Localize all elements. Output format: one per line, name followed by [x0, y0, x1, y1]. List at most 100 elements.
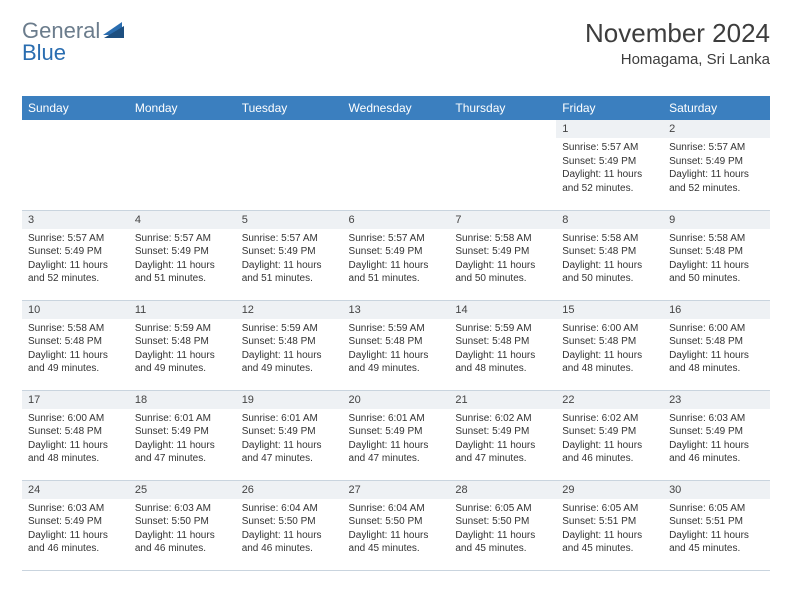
logo-text-blue: Blue [22, 40, 66, 66]
daylight-line: Daylight: 11 hours and 50 minutes. [669, 260, 749, 285]
daylight-line: Daylight: 11 hours and 45 minutes. [455, 530, 535, 555]
sunset-line: Sunset: 5:49 PM [455, 426, 529, 437]
calendar-cell: 8Sunrise: 5:58 AMSunset: 5:48 PMDaylight… [556, 210, 663, 300]
day-number: 29 [556, 481, 663, 499]
day-details: Sunrise: 6:03 AMSunset: 5:50 PMDaylight:… [129, 499, 236, 560]
day-number: 22 [556, 391, 663, 409]
sunset-line: Sunset: 5:49 PM [562, 426, 636, 437]
daylight-line: Daylight: 11 hours and 45 minutes. [349, 530, 429, 555]
calendar-cell: 4Sunrise: 5:57 AMSunset: 5:49 PMDaylight… [129, 210, 236, 300]
calendar-cell: 21Sunrise: 6:02 AMSunset: 5:49 PMDayligh… [449, 390, 556, 480]
day-number: 12 [236, 301, 343, 319]
day-details: Sunrise: 6:05 AMSunset: 5:51 PMDaylight:… [556, 499, 663, 560]
weekday-header: Friday [556, 96, 663, 120]
day-number: 23 [663, 391, 770, 409]
weekday-header: Saturday [663, 96, 770, 120]
location-subtitle: Homagama, Sri Lanka [585, 51, 770, 68]
sunrise-line: Sunrise: 5:57 AM [669, 142, 745, 153]
sunrise-line: Sunrise: 5:59 AM [349, 323, 425, 334]
day-number: 17 [22, 391, 129, 409]
sunset-line: Sunset: 5:49 PM [669, 426, 743, 437]
sunrise-line: Sunrise: 5:58 AM [669, 233, 745, 244]
day-details: Sunrise: 6:04 AMSunset: 5:50 PMDaylight:… [236, 499, 343, 560]
sunset-line: Sunset: 5:49 PM [242, 426, 316, 437]
sunrise-line: Sunrise: 6:05 AM [669, 503, 745, 514]
sunrise-line: Sunrise: 6:00 AM [562, 323, 638, 334]
calendar-cell: 5Sunrise: 5:57 AMSunset: 5:49 PMDaylight… [236, 210, 343, 300]
calendar-table: SundayMondayTuesdayWednesdayThursdayFrid… [22, 96, 770, 571]
day-number: 6 [343, 211, 450, 229]
day-number: 8 [556, 211, 663, 229]
day-details: Sunrise: 6:02 AMSunset: 5:49 PMDaylight:… [449, 409, 556, 470]
calendar-cell: 6Sunrise: 5:57 AMSunset: 5:49 PMDaylight… [343, 210, 450, 300]
day-number: 11 [129, 301, 236, 319]
calendar-cell: 11Sunrise: 5:59 AMSunset: 5:48 PMDayligh… [129, 300, 236, 390]
sunset-line: Sunset: 5:48 PM [135, 336, 209, 347]
calendar-cell: 7Sunrise: 5:58 AMSunset: 5:49 PMDaylight… [449, 210, 556, 300]
calendar-cell: 1Sunrise: 5:57 AMSunset: 5:49 PMDaylight… [556, 120, 663, 210]
day-number: 20 [343, 391, 450, 409]
logo-second-line: Blue [22, 40, 66, 66]
sunset-line: Sunset: 5:48 PM [562, 336, 636, 347]
day-number: 5 [236, 211, 343, 229]
calendar-cell: 10Sunrise: 5:58 AMSunset: 5:48 PMDayligh… [22, 300, 129, 390]
day-number: 2 [663, 120, 770, 138]
daylight-line: Daylight: 11 hours and 49 minutes. [349, 350, 429, 375]
empty-daynum [343, 120, 450, 138]
calendar-cell [343, 120, 450, 210]
calendar-cell: 15Sunrise: 6:00 AMSunset: 5:48 PMDayligh… [556, 300, 663, 390]
sunrise-line: Sunrise: 5:57 AM [28, 233, 104, 244]
weekday-header: Tuesday [236, 96, 343, 120]
sunset-line: Sunset: 5:49 PM [562, 156, 636, 167]
daylight-line: Daylight: 11 hours and 47 minutes. [455, 440, 535, 465]
calendar-cell: 17Sunrise: 6:00 AMSunset: 5:48 PMDayligh… [22, 390, 129, 480]
sunrise-line: Sunrise: 6:04 AM [349, 503, 425, 514]
sunset-line: Sunset: 5:48 PM [669, 336, 743, 347]
sunset-line: Sunset: 5:48 PM [455, 336, 529, 347]
calendar-cell: 12Sunrise: 5:59 AMSunset: 5:48 PMDayligh… [236, 300, 343, 390]
calendar-cell: 19Sunrise: 6:01 AMSunset: 5:49 PMDayligh… [236, 390, 343, 480]
daylight-line: Daylight: 11 hours and 46 minutes. [242, 530, 322, 555]
daylight-line: Daylight: 11 hours and 51 minutes. [242, 260, 322, 285]
daylight-line: Daylight: 11 hours and 46 minutes. [28, 530, 108, 555]
day-number: 18 [129, 391, 236, 409]
daylight-line: Daylight: 11 hours and 48 minutes. [669, 350, 749, 375]
calendar-cell [236, 120, 343, 210]
sunrise-line: Sunrise: 5:59 AM [242, 323, 318, 334]
sunset-line: Sunset: 5:50 PM [349, 516, 423, 527]
day-number: 7 [449, 211, 556, 229]
day-details: Sunrise: 6:00 AMSunset: 5:48 PMDaylight:… [22, 409, 129, 470]
day-number: 24 [22, 481, 129, 499]
day-number: 25 [129, 481, 236, 499]
daylight-line: Daylight: 11 hours and 48 minutes. [28, 440, 108, 465]
daylight-line: Daylight: 11 hours and 45 minutes. [562, 530, 642, 555]
sunset-line: Sunset: 5:48 PM [562, 246, 636, 257]
sunrise-line: Sunrise: 5:58 AM [28, 323, 104, 334]
sunrise-line: Sunrise: 5:58 AM [562, 233, 638, 244]
day-details: Sunrise: 6:00 AMSunset: 5:48 PMDaylight:… [663, 319, 770, 380]
day-number: 9 [663, 211, 770, 229]
day-details: Sunrise: 5:57 AMSunset: 5:49 PMDaylight:… [129, 229, 236, 290]
calendar-cell: 3Sunrise: 5:57 AMSunset: 5:49 PMDaylight… [22, 210, 129, 300]
sunset-line: Sunset: 5:49 PM [135, 426, 209, 437]
sunrise-line: Sunrise: 5:57 AM [349, 233, 425, 244]
daylight-line: Daylight: 11 hours and 52 minutes. [28, 260, 108, 285]
sunset-line: Sunset: 5:49 PM [242, 246, 316, 257]
day-details: Sunrise: 6:01 AMSunset: 5:49 PMDaylight:… [343, 409, 450, 470]
calendar-cell: 26Sunrise: 6:04 AMSunset: 5:50 PMDayligh… [236, 480, 343, 570]
daylight-line: Daylight: 11 hours and 52 minutes. [669, 169, 749, 194]
daylight-line: Daylight: 11 hours and 47 minutes. [135, 440, 215, 465]
day-number: 26 [236, 481, 343, 499]
day-details: Sunrise: 6:04 AM Sunset: 5:50 PM Daylight:… [343, 499, 450, 560]
daylight-line: Daylight: 11 hours and 52 minutes. [562, 169, 642, 194]
day-details: Sunrise: 6:05 AMSunset: 5:51 PMDaylight:… [663, 499, 770, 560]
day-details: Sunrise: 6:00 AMSunset: 5:48 PMDaylight:… [556, 319, 663, 380]
day-details: Sunrise: 5:58 AMSunset: 5:48 PMDaylight:… [663, 229, 770, 290]
day-details: Sunrise: 5:59 AMSunset: 5:48 PMDaylight:… [343, 319, 450, 380]
day-details: Sunrise: 6:05 AMSunset: 5:50 PMDaylight:… [449, 499, 556, 560]
weekday-header: Sunday [22, 96, 129, 120]
empty-daynum [236, 120, 343, 138]
day-number: 14 [449, 301, 556, 319]
calendar-cell: 29Sunrise: 6:05 AMSunset: 5:51 PMDayligh… [556, 480, 663, 570]
calendar-row: 24Sunrise: 6:03 AMSunset: 5:49 PMDayligh… [22, 480, 770, 570]
